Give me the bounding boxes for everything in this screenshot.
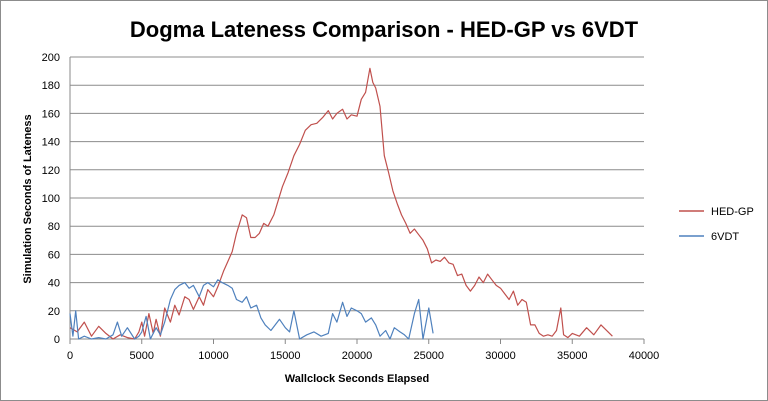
legend: HED-GP 6VDT	[679, 206, 754, 243]
legend-label: HED-GP	[711, 206, 754, 218]
y-axis-title: Simulation Seconds of Lateness	[22, 114, 34, 283]
x-tick-label: 10000	[198, 350, 229, 362]
legend-label: 6VDT	[711, 231, 739, 243]
y-tick-label: 200	[42, 52, 60, 64]
y-tick-label: 20	[48, 306, 60, 318]
legend-item: 6VDT	[679, 231, 739, 243]
grid-lines	[69, 56, 645, 344]
x-tick-label: 40000	[629, 350, 660, 362]
chart-title: Dogma Lateness Comparison - HED-GP vs 6V…	[130, 17, 639, 42]
y-tick-label: 40	[48, 278, 60, 290]
x-tick-label: 25000	[413, 350, 444, 362]
x-tick-label: 20000	[342, 350, 373, 362]
series-line-hed-gp	[69, 67, 613, 340]
x-tick-label: 0	[67, 350, 73, 362]
y-tick-label: 60	[48, 249, 60, 261]
y-tick-label: 180	[42, 80, 60, 92]
legend-item: HED-GP	[679, 206, 754, 218]
x-tick-label: 30000	[485, 350, 516, 362]
y-tick-label: 160	[42, 108, 60, 120]
x-tick-label: 5000	[130, 350, 154, 362]
y-tick-label: 100	[42, 193, 60, 205]
x-tick-label: 35000	[557, 350, 588, 362]
y-tick-label: 80	[48, 221, 60, 233]
x-tick-label: 15000	[270, 350, 301, 362]
series-line-6vdt	[69, 279, 434, 340]
y-tick-label: 0	[54, 334, 60, 346]
series-group	[69, 67, 613, 340]
y-tick-label: 140	[42, 137, 60, 149]
y-tick-label: 120	[42, 165, 60, 177]
tick-labels: 0 20 40 60 80 100 120 140 160 180 200 0 5000 10000 150…	[42, 52, 660, 362]
x-axis-title: Wallclock Seconds Elapsed	[285, 373, 429, 385]
